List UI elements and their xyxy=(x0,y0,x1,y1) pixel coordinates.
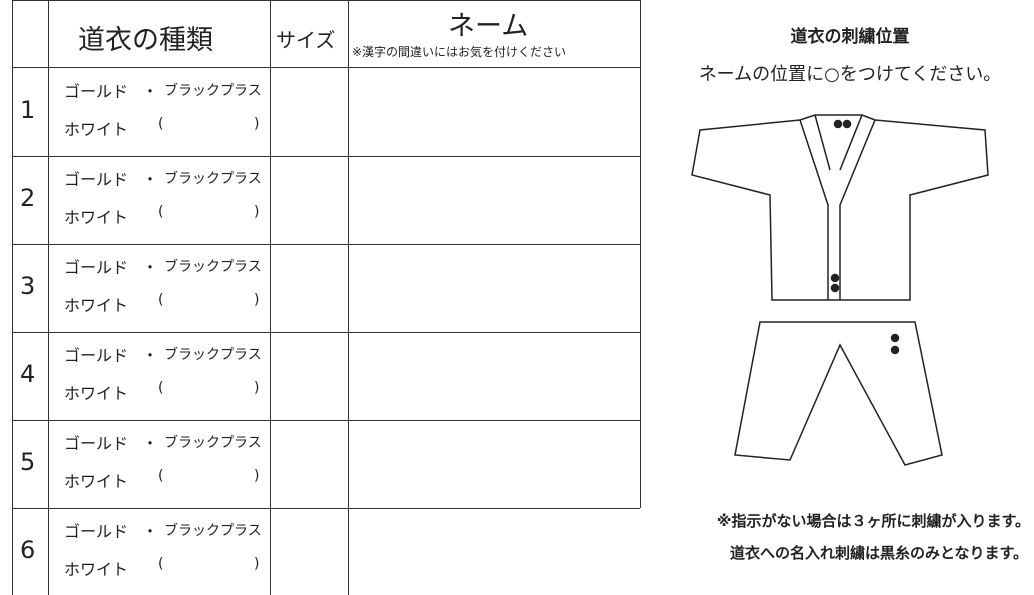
option-black: ブラックプラス xyxy=(164,171,262,187)
option-white: ホワイト xyxy=(64,296,129,315)
header-size: サイズ xyxy=(276,28,336,52)
row-border xyxy=(12,156,640,157)
paren-open: ( xyxy=(158,292,164,308)
option-black: ブラックプラス xyxy=(164,347,262,363)
paren-open: ( xyxy=(158,468,164,484)
paren-open: ( xyxy=(158,556,164,572)
table-border xyxy=(12,0,640,1)
paren-close: ) xyxy=(254,116,260,132)
paren-close: ) xyxy=(254,204,260,220)
table-border xyxy=(270,0,271,595)
row-number: 2 xyxy=(20,184,36,212)
option-black: ブラックプラス xyxy=(164,259,262,275)
option-white: ホワイト xyxy=(64,384,129,403)
row-border xyxy=(12,508,640,509)
row-number: 4 xyxy=(20,360,36,388)
option-black: ブラックプラス xyxy=(164,435,262,451)
option-black: ブラックプラス xyxy=(164,523,262,539)
option-gold: ゴールド xyxy=(64,434,129,453)
option-gold: ゴールド xyxy=(64,82,129,101)
table-border xyxy=(348,0,349,595)
uniform-illustration xyxy=(691,114,989,466)
panel-note: 道衣への名入れ刺繍は黒糸のみとなります。 xyxy=(729,544,1028,562)
paren-close: ) xyxy=(254,292,260,308)
row-number: 1 xyxy=(20,96,36,124)
option-black: ブラックプラス xyxy=(164,83,262,99)
table-border xyxy=(48,0,49,595)
paren-close: ) xyxy=(254,468,260,484)
row-number: 6 xyxy=(20,536,36,564)
option-white: ホワイト xyxy=(64,120,129,139)
option-gold: ゴールド xyxy=(64,258,129,277)
option-gold: ゴールド xyxy=(64,522,129,541)
row-border xyxy=(12,420,640,421)
option-dot: ・ xyxy=(142,522,159,541)
table-border xyxy=(12,67,640,68)
option-dot: ・ xyxy=(142,434,159,453)
paren-close: ) xyxy=(254,380,260,396)
option-gold: ゴールド xyxy=(64,170,129,189)
option-white: ホワイト xyxy=(64,208,129,227)
header-name: ネーム xyxy=(448,11,529,42)
paren-open: ( xyxy=(158,380,164,396)
paren-open: ( xyxy=(158,116,164,132)
option-white: ホワイト xyxy=(64,472,129,491)
table-border xyxy=(12,0,13,595)
paren-close: ) xyxy=(254,556,260,572)
panel-instruction: ネームの位置に○をつけてください。 xyxy=(698,64,1002,85)
row-number: 5 xyxy=(20,448,36,476)
option-gold: ゴールド xyxy=(64,346,129,365)
row-number: 3 xyxy=(20,272,36,300)
paren-open: ( xyxy=(158,204,164,220)
panel-note: ※指示がない場合は３ヶ所に刺繍が入ります。 xyxy=(716,512,1030,530)
option-dot: ・ xyxy=(142,82,159,101)
row-border xyxy=(12,332,640,333)
option-dot: ・ xyxy=(142,346,159,365)
table-border xyxy=(640,0,641,508)
panel-title: 道衣の刺繍位置 xyxy=(790,27,910,47)
header-type: 道衣の種類 xyxy=(78,25,213,56)
option-dot: ・ xyxy=(142,258,159,277)
row-border xyxy=(12,244,640,245)
header-name-note: ※漢字の間違いにはお気を付けください xyxy=(352,45,567,59)
option-white: ホワイト xyxy=(64,560,129,579)
option-dot: ・ xyxy=(142,170,159,189)
